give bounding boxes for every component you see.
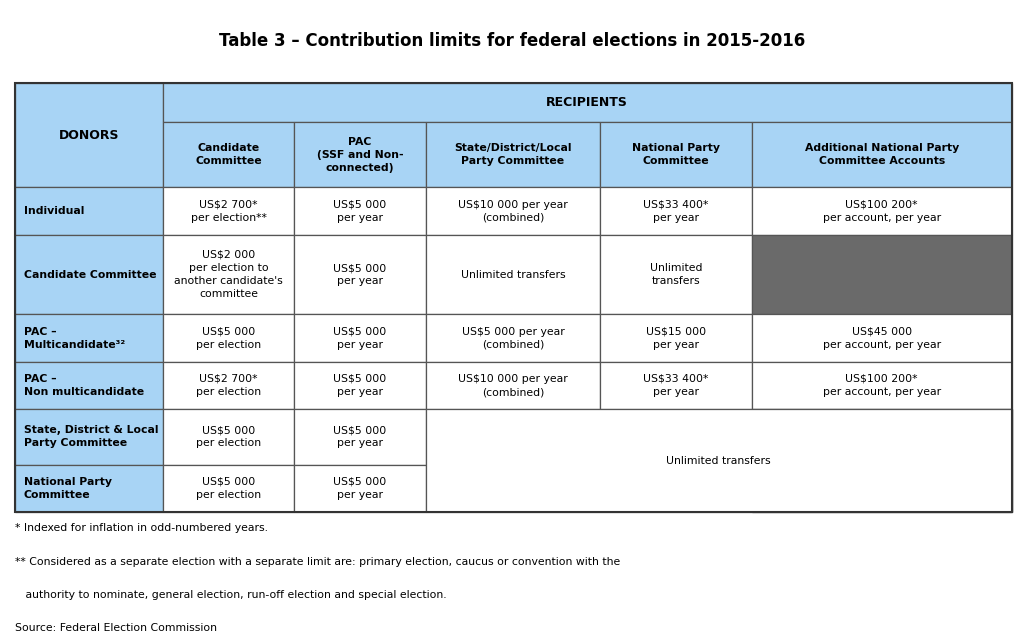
Text: National Party
Committee: National Party Committee [632, 143, 720, 167]
Text: Unlimited transfers: Unlimited transfers [461, 270, 565, 280]
Text: US$5 000
per year: US$5 000 per year [334, 326, 387, 350]
Text: US$45 000
per account, per year: US$45 000 per account, per year [822, 326, 941, 350]
Text: Candidate
Committee: Candidate Committee [196, 143, 262, 167]
Bar [15, 362, 163, 409]
Bar [15, 314, 163, 362]
Bar [294, 188, 426, 235]
Text: DONORS: DONORS [58, 128, 120, 142]
Bar [426, 235, 600, 314]
Bar [426, 188, 600, 235]
Bar [752, 188, 1012, 235]
Bar [15, 83, 1012, 512]
Text: Unlimited
transfers: Unlimited transfers [649, 263, 702, 286]
Text: US$5 000
per year: US$5 000 per year [334, 374, 387, 397]
Bar [294, 465, 426, 512]
Bar [15, 465, 163, 512]
Text: US$10 000 per year
(combined): US$10 000 per year (combined) [458, 200, 568, 223]
Text: * Indexed for inflation in odd-numbered years.: * Indexed for inflation in odd-numbered … [15, 523, 268, 534]
Bar [600, 314, 752, 362]
Bar [600, 122, 752, 188]
Text: US$5 000
per year: US$5 000 per year [334, 200, 387, 223]
Text: Unlimited transfers: Unlimited transfers [667, 455, 771, 466]
Text: Table 3 – Contribution limits for federal elections in 2015-2016: Table 3 – Contribution limits for federa… [219, 32, 805, 50]
Bar [426, 122, 600, 188]
Text: Source: Federal Election Commission: Source: Federal Election Commission [15, 623, 217, 633]
Text: State/District/Local
Party Committee: State/District/Local Party Committee [455, 143, 571, 167]
Text: US$33 400*
per year: US$33 400* per year [643, 200, 709, 223]
Bar [752, 362, 1012, 409]
Text: authority to nominate, general election, run-off election and special election.: authority to nominate, general election,… [15, 590, 447, 600]
Bar [600, 188, 752, 235]
Text: US$2 700*
per election: US$2 700* per election [196, 374, 261, 397]
Bar [426, 409, 1012, 512]
Bar [294, 122, 426, 188]
Text: National Party
Committee: National Party Committee [24, 477, 112, 500]
Text: US$100 200*
per account, per year: US$100 200* per account, per year [822, 374, 941, 397]
Bar [163, 83, 1012, 122]
Text: US$2 700*
per election**: US$2 700* per election** [190, 200, 266, 223]
Text: RECIPIENTS: RECIPIENTS [547, 96, 628, 109]
Bar [752, 465, 1012, 512]
Text: Candidate Committee: Candidate Committee [24, 270, 156, 280]
Text: State, District & Local
Party Committee: State, District & Local Party Committee [24, 425, 158, 448]
Bar [752, 409, 1012, 465]
Text: US$33 400*
per year: US$33 400* per year [643, 374, 709, 397]
Bar [600, 235, 752, 314]
Text: ** Considered as a separate election with a separate limit are: primary election: ** Considered as a separate election wit… [15, 556, 621, 567]
Bar [600, 362, 752, 409]
Text: US$5 000 per year
(combined): US$5 000 per year (combined) [462, 326, 564, 350]
Bar [163, 122, 294, 188]
Text: US$10 000 per year
(combined): US$10 000 per year (combined) [458, 374, 568, 397]
Bar [15, 188, 163, 235]
Text: Individual: Individual [24, 206, 84, 216]
Bar [294, 235, 426, 314]
Bar [15, 235, 163, 314]
Text: PAC –
Multicandidate³²: PAC – Multicandidate³² [24, 326, 125, 350]
Bar [752, 314, 1012, 362]
Text: PAC
(SSF and Non-
connected): PAC (SSF and Non- connected) [316, 137, 403, 173]
Text: US$15 000
per year: US$15 000 per year [646, 326, 706, 350]
Text: US$5 000
per election: US$5 000 per election [196, 326, 261, 350]
Text: US$2 000
per election to
another candidate's
committee: US$2 000 per election to another candida… [174, 250, 283, 300]
Bar [15, 409, 163, 465]
Bar [294, 409, 426, 465]
Bar [163, 235, 294, 314]
Text: US$5 000
per year: US$5 000 per year [334, 263, 387, 286]
Text: Additional National Party
Committee Accounts: Additional National Party Committee Acco… [805, 143, 958, 167]
Text: PAC –
Non multicandidate: PAC – Non multicandidate [24, 374, 143, 397]
Text: US$5 000
per election: US$5 000 per election [196, 425, 261, 448]
Bar [294, 314, 426, 362]
Text: US$5 000
per year: US$5 000 per year [334, 425, 387, 448]
Bar [15, 83, 163, 188]
Text: US$100 200*
per account, per year: US$100 200* per account, per year [822, 200, 941, 223]
Bar [294, 362, 426, 409]
Bar [163, 465, 294, 512]
Text: US$5 000
per year: US$5 000 per year [334, 477, 387, 500]
Bar [163, 188, 294, 235]
Text: US$5 000
per election: US$5 000 per election [196, 477, 261, 500]
Bar [163, 314, 294, 362]
Bar [163, 362, 294, 409]
Bar [426, 314, 600, 362]
Bar [752, 122, 1012, 188]
Bar [163, 409, 294, 465]
Bar [426, 362, 600, 409]
Bar [752, 235, 1012, 314]
